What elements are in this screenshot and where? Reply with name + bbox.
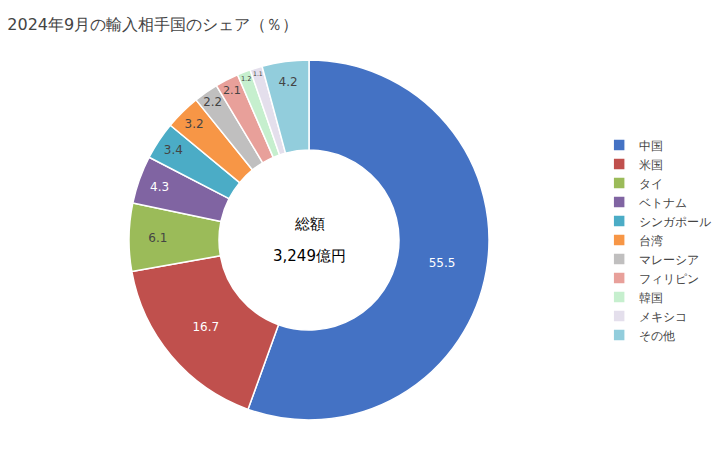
svg-text:フィリピン: フィリピン	[639, 272, 699, 286]
svg-text:1.1: 1.1	[253, 70, 263, 77]
svg-text:6.1: 6.1	[148, 231, 167, 245]
svg-text:中国: 中国	[639, 139, 663, 153]
svg-text:3.4: 3.4	[164, 143, 183, 157]
svg-text:シンガポール: シンガポール	[639, 215, 711, 229]
svg-text:その他: その他	[639, 329, 675, 343]
svg-text:2.2: 2.2	[203, 95, 222, 109]
svg-text:2.1: 2.1	[223, 84, 241, 97]
svg-text:55.5: 55.5	[429, 256, 456, 270]
svg-text:4.2: 4.2	[279, 75, 298, 89]
svg-text:4.3: 4.3	[150, 180, 169, 194]
svg-text:タイ: タイ	[639, 177, 663, 191]
svg-text:ベトナム: ベトナム	[639, 196, 687, 210]
svg-text:マレーシア: マレーシア	[639, 253, 699, 267]
svg-text:3.2: 3.2	[185, 117, 204, 131]
svg-text:米国: 米国	[639, 158, 663, 172]
svg-text:2024年9月の輸入相手国のシェア（％）: 2024年9月の輸入相手国のシェア（％）	[7, 15, 298, 34]
svg-text:1.2: 1.2	[241, 75, 252, 83]
svg-text:総額: 総額	[294, 215, 325, 233]
svg-text:台湾: 台湾	[639, 234, 663, 248]
svg-text:韓国: 韓国	[639, 291, 663, 305]
svg-text:3,249億円: 3,249億円	[273, 247, 346, 265]
svg-text:16.7: 16.7	[192, 320, 219, 334]
svg-text:メキシコ: メキシコ	[639, 310, 687, 324]
